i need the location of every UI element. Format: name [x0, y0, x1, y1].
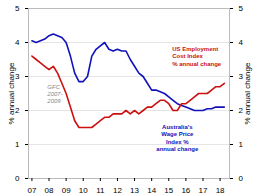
svg-text:0: 0 — [239, 174, 244, 183]
svg-text:GFC2007-2009: GFC2007-2009 — [46, 84, 62, 104]
svg-text:18: 18 — [216, 186, 225, 195]
svg-text:Australia'sWage PriceIndex %an: Australia'sWage PriceIndex %annual chang… — [156, 124, 199, 152]
svg-text:5: 5 — [15, 4, 20, 13]
svg-text:% annual change: % annual change — [243, 62, 252, 124]
svg-text:11: 11 — [96, 186, 105, 195]
svg-text:12: 12 — [113, 186, 122, 195]
svg-text:08: 08 — [45, 186, 54, 195]
svg-text:0: 0 — [15, 174, 20, 183]
svg-text:1: 1 — [239, 140, 244, 149]
svg-text:16: 16 — [181, 186, 190, 195]
svg-text:4: 4 — [15, 38, 20, 47]
svg-text:07: 07 — [27, 186, 36, 195]
svg-text:1: 1 — [15, 140, 20, 149]
svg-text:15: 15 — [164, 186, 173, 195]
svg-text:4: 4 — [239, 38, 244, 47]
svg-text:09: 09 — [62, 186, 71, 195]
svg-text:13: 13 — [130, 186, 139, 195]
svg-text:% annual change: % annual change — [7, 62, 16, 124]
svg-text:10: 10 — [79, 186, 88, 195]
svg-text:3: 3 — [238, 72, 243, 82]
svg-text:2: 2 — [238, 106, 243, 116]
svg-text:17: 17 — [199, 186, 208, 195]
svg-text:US EmploymentCost Index% annua: US EmploymentCost Index% annual change — [172, 46, 222, 66]
svg-text:5: 5 — [239, 4, 244, 13]
svg-text:2: 2 — [15, 106, 20, 116]
svg-text:14: 14 — [147, 186, 156, 195]
svg-text:3: 3 — [15, 72, 20, 82]
